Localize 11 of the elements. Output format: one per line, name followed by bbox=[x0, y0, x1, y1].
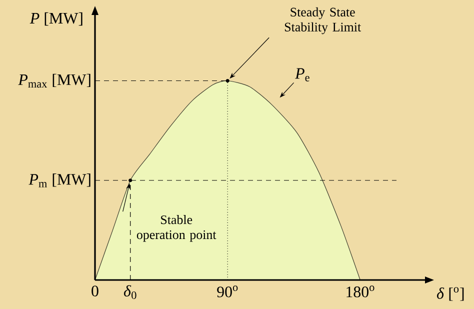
annotation: Stable operation point bbox=[136, 215, 216, 242]
x-axis-title: δ [$^{o}$] bbox=[436, 287, 464, 301]
x-tick-label: 180$^{o}$ bbox=[346, 286, 374, 298]
ref-line-label: P$_{m}$ [MW] bbox=[28, 174, 90, 188]
x-tick-label: 90$^{o}$ bbox=[217, 286, 238, 298]
ref-line-label: P$_{max}$ [MW] bbox=[18, 74, 90, 88]
annotation: Steady State Stability Limit bbox=[284, 7, 362, 34]
text: P$_{e}$ bbox=[295, 68, 310, 82]
x-tick-label: 0 bbox=[92, 286, 98, 296]
y-axis-title: P [MW] bbox=[30, 12, 82, 26]
ref-line-label: δ$_{0}$ bbox=[124, 285, 136, 300]
